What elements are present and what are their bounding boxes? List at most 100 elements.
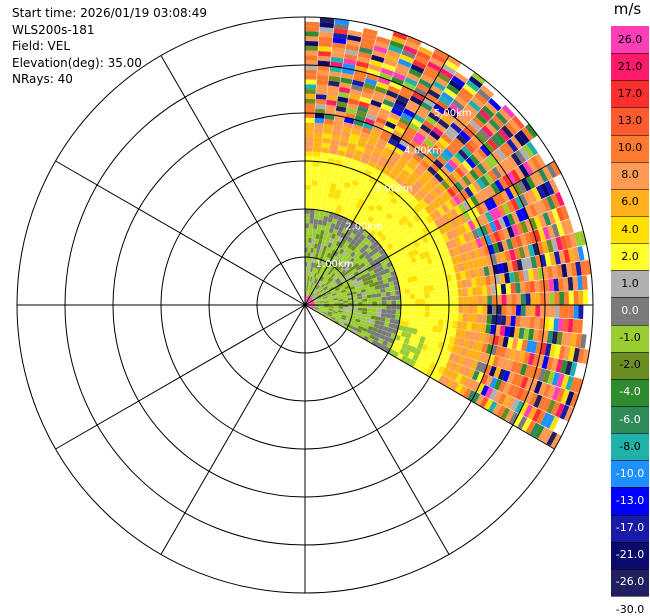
velocity-gate <box>506 316 512 327</box>
velocity-gate <box>372 305 377 309</box>
colorbar-separator <box>611 542 649 543</box>
velocity-gate <box>463 296 468 304</box>
velocity-gate <box>305 31 319 36</box>
velocity-gate <box>307 257 310 262</box>
velocity-gate <box>311 180 318 185</box>
velocity-gate <box>413 281 419 287</box>
velocity-gate <box>454 297 459 305</box>
velocity-gate <box>468 305 473 313</box>
velocity-gate <box>438 319 444 326</box>
velocity-gate <box>305 238 308 243</box>
velocity-gate <box>415 299 420 305</box>
velocity-gate <box>410 299 415 305</box>
velocity-gate <box>305 127 314 132</box>
velocity-gate <box>389 323 395 328</box>
velocity-gate <box>492 305 497 315</box>
velocity-gate <box>353 299 358 302</box>
velocity-gate <box>434 298 439 305</box>
velocity-gate <box>308 247 311 252</box>
range-ring-label: 4.00km <box>404 146 442 157</box>
velocity-gate <box>439 290 444 297</box>
colorbar-tick-label: 8.0 <box>611 169 649 181</box>
velocity-gate <box>520 316 526 327</box>
velocity-gate <box>305 204 310 209</box>
velocity-gate <box>317 70 329 76</box>
velocity-gate <box>405 294 410 300</box>
velocity-gate <box>362 308 367 311</box>
velocity-gate <box>319 215 324 221</box>
velocity-gate <box>420 305 425 311</box>
velocity-gate <box>506 294 511 304</box>
velocity-gate <box>313 147 321 152</box>
velocity-gate <box>377 301 382 305</box>
colorbar-separator <box>611 53 649 54</box>
velocity-gate <box>486 315 492 325</box>
velocity-gate <box>419 317 425 323</box>
velocity-gate <box>449 297 454 304</box>
velocity-gate <box>305 228 309 233</box>
velocity-gate <box>305 118 314 123</box>
velocity-gate <box>314 123 323 128</box>
velocity-gate <box>311 185 317 190</box>
velocity-gate <box>371 312 376 316</box>
velocity-gate <box>305 79 316 84</box>
velocity-gate <box>534 317 540 329</box>
colorbar-tick-label: 1.0 <box>611 278 649 290</box>
velocity-gate <box>381 309 386 313</box>
velocity-gate <box>314 132 323 137</box>
velocity-gate <box>391 295 396 300</box>
colorbar-separator <box>611 80 649 81</box>
velocity-gate <box>305 199 310 204</box>
velocity-gate <box>305 195 311 200</box>
velocity-gate <box>467 314 472 323</box>
velocity-gate <box>540 292 545 304</box>
velocity-gate <box>482 314 487 323</box>
velocity-gate <box>305 171 312 176</box>
velocity-gate <box>429 291 434 298</box>
velocity-gate <box>305 27 319 32</box>
velocity-gate <box>305 103 315 108</box>
velocity-gate <box>554 292 559 305</box>
velocity-gate <box>386 314 391 319</box>
velocity-gate <box>310 200 316 205</box>
velocity-gate <box>521 293 526 304</box>
velocity-gate <box>535 305 540 317</box>
velocity-gate <box>472 287 477 296</box>
velocity-gate <box>463 288 468 296</box>
velocity-gate <box>452 321 458 329</box>
velocity-gate <box>372 297 377 301</box>
velocity-gate <box>559 305 564 318</box>
velocity-gate <box>405 288 410 294</box>
velocity-gate <box>487 295 492 304</box>
velocity-gate <box>309 233 313 238</box>
velocity-gate <box>377 305 382 309</box>
velocity-gate <box>316 85 327 91</box>
velocity-gate <box>534 280 540 292</box>
velocity-gate <box>381 296 386 300</box>
velocity-gate <box>486 285 492 295</box>
velocity-gate <box>316 94 327 100</box>
velocity-gate <box>502 305 507 315</box>
velocity-gate <box>444 297 449 304</box>
range-rings <box>17 17 593 593</box>
velocity-gate <box>406 299 411 304</box>
velocity-gate <box>313 142 321 147</box>
colorbar-tick-label: 26.0 <box>611 34 649 46</box>
velocity-gate <box>348 300 353 303</box>
colorbar-tick-label: 4.0 <box>611 224 649 236</box>
velocity-gate <box>321 147 329 153</box>
velocity-gate <box>381 313 386 318</box>
velocity-gate <box>305 55 318 60</box>
velocity-gate <box>309 224 313 229</box>
velocity-gate <box>318 56 331 62</box>
velocity-gate <box>410 293 415 299</box>
velocity-gate <box>380 288 385 293</box>
velocity-gate <box>391 310 396 315</box>
velocity-gate <box>317 75 329 81</box>
velocity-gate <box>449 305 454 312</box>
colorbar-separator <box>611 352 649 353</box>
velocity-gate <box>396 305 401 310</box>
velocity-gate <box>358 308 363 311</box>
velocity-gate <box>473 296 478 305</box>
